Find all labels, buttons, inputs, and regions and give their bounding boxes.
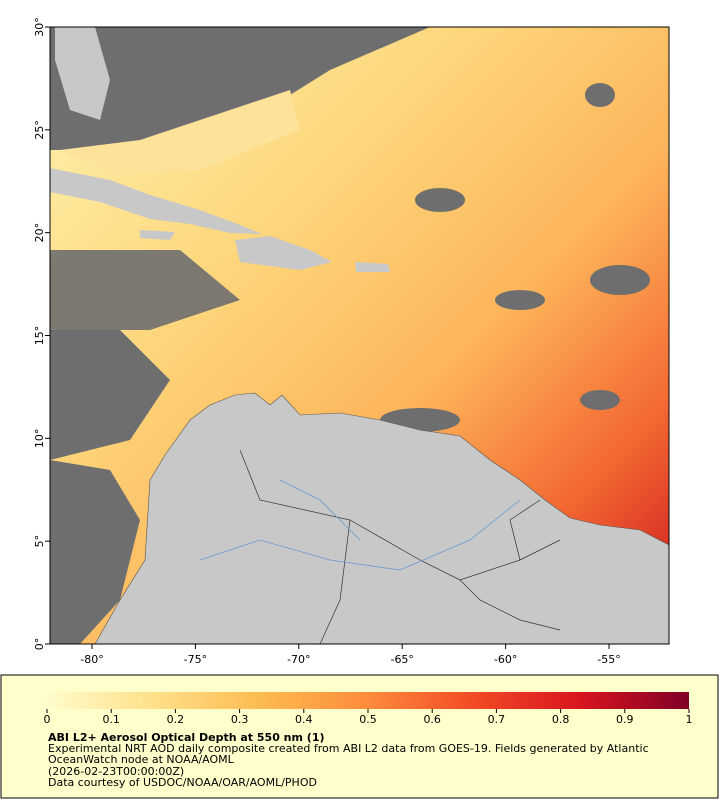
colorbar-tick-label: 1 xyxy=(686,713,693,726)
description-line: Experimental NRT AOD daily composite cre… xyxy=(48,742,649,755)
x-tick-label: -70° xyxy=(287,653,310,666)
y-tick-label: 15° xyxy=(33,326,46,346)
colorbar-tick-label: 0.2 xyxy=(167,713,185,726)
colorbar-tick-label: 0.6 xyxy=(423,713,441,726)
y-tick-label: 20° xyxy=(33,223,46,243)
no-data xyxy=(50,27,430,150)
description-line: Data courtesy of USDOC/NOAA/OAR/AOML/PHO… xyxy=(48,776,317,789)
x-tick-label: -55° xyxy=(597,653,620,666)
land-cuba xyxy=(50,168,262,234)
no-data xyxy=(50,250,240,330)
axes: -80° -75° -70° -65° -60° -55° 0° 5° 10° 15° 20° 25°… xyxy=(33,17,621,666)
y-tick-label: 10° xyxy=(33,429,46,449)
cloud xyxy=(415,188,465,212)
land-hispaniola xyxy=(235,236,332,270)
colorbar-tick-label: 0.9 xyxy=(616,713,634,726)
land-jamaica xyxy=(140,230,175,240)
cloud xyxy=(495,290,545,310)
colorbar-tick-label: 0 xyxy=(44,713,51,726)
no-data xyxy=(50,460,140,644)
cloud xyxy=(580,390,620,410)
colorbar-tick-label: 0.7 xyxy=(488,713,506,726)
map-layer xyxy=(50,27,669,644)
cloud xyxy=(590,265,650,295)
y-tick-label: 5° xyxy=(33,535,46,548)
x-tick-label: -65° xyxy=(390,653,413,666)
legend-title: ABI L2+ Aerosol Optical Depth at 550 nm … xyxy=(48,731,325,744)
y-tick-label: 25° xyxy=(33,120,46,140)
colorbar-tick-label: 0.3 xyxy=(231,713,249,726)
description-line: OceanWatch node at NOAA/AOML xyxy=(48,753,235,766)
land-florida xyxy=(55,27,110,120)
cloud xyxy=(585,83,615,107)
colorbar-tick-label: 0.4 xyxy=(295,713,313,726)
x-tick-label: -60° xyxy=(494,653,517,666)
x-tick-label: -75° xyxy=(184,653,207,666)
land-south-america xyxy=(94,392,669,644)
borders xyxy=(239,449,561,644)
colorbar-tick-label: 0.8 xyxy=(552,713,570,726)
colorbar xyxy=(47,692,689,709)
y-tick-label: 0° xyxy=(33,638,46,651)
aod-band xyxy=(60,90,300,175)
colorbar-ticks: 0 0.1 0.2 0.3 0.4 0.5 0.6 0.7 0.8 0.9 1 xyxy=(44,709,693,726)
colorbar-tick-label: 0.1 xyxy=(102,713,120,726)
description-line: (2026-02-23T00:00:00Z) xyxy=(48,765,184,778)
land-puerto-rico xyxy=(355,262,390,272)
rivers xyxy=(199,479,521,571)
x-tick-label: -80° xyxy=(80,653,103,666)
y-tick-label: 30° xyxy=(33,17,46,37)
colorbar-tick-label: 0.5 xyxy=(359,713,377,726)
no-data xyxy=(50,330,170,460)
